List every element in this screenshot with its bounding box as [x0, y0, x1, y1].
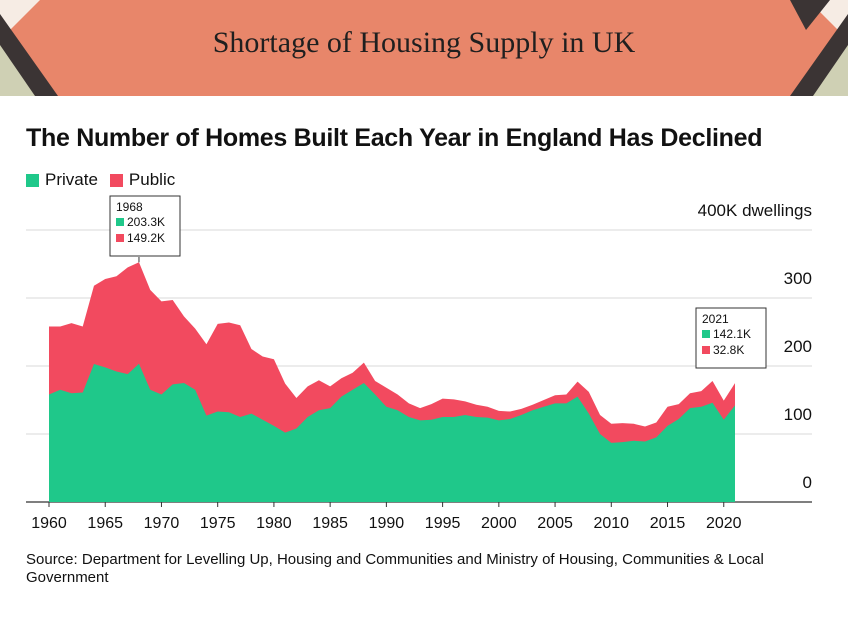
x-tick-label: 1975 [200, 515, 236, 532]
annotation-year: 1968 [116, 200, 143, 214]
annotation-swatch [702, 330, 710, 338]
legend-label-private: Private [45, 170, 98, 189]
x-tick-label: 1985 [312, 515, 348, 532]
annotation-value: 149.2K [127, 231, 165, 245]
x-tick-label: 1995 [425, 515, 461, 532]
x-tick-label: 1965 [87, 515, 123, 532]
title-banner: Shortage of Housing Supply in UK [0, 0, 848, 96]
y-tick-label: 200 [784, 337, 812, 356]
x-tick-label: 1970 [144, 515, 180, 532]
x-tick-label: 2020 [706, 515, 742, 532]
area-chart: 0 100 200 300 400K dwellings 1960 1965 1970 1975… [26, 195, 812, 532]
annotation-value: 203.3K [127, 215, 165, 229]
source-note: Source: Department for Levelling Up, Hou… [26, 551, 764, 586]
legend-item-public: Public [109, 170, 176, 190]
y-tick-label: 100 [784, 405, 812, 424]
x-tick-label: 1980 [256, 515, 292, 532]
x-tick-label: 2015 [650, 515, 686, 532]
y-tick-label: 400K dwellings [698, 201, 812, 220]
x-tick-label: 2000 [481, 515, 517, 532]
annotation-swatch [702, 346, 710, 354]
legend-label-public: Public [128, 170, 176, 189]
x-tick-label: 2005 [537, 515, 573, 532]
y-tick-label: 300 [784, 269, 812, 288]
annotation-value: 32.8K [713, 343, 744, 357]
annotation-swatch [116, 234, 124, 242]
x-tick-label: 1960 [31, 515, 67, 532]
legend-swatch-private [26, 173, 39, 187]
x-tick-label: 2010 [593, 515, 629, 532]
y-tick-label: 0 [803, 473, 812, 492]
annotation-value: 142.1K [713, 327, 751, 341]
x-tick-label: 1990 [369, 515, 405, 532]
annotation-swatch [116, 218, 124, 226]
legend-item-private: Private [26, 170, 98, 190]
series-area-private [49, 363, 735, 502]
banner-decoration [0, 0, 848, 96]
banner-title: Shortage of Housing Supply in UK [212, 26, 636, 59]
legend-swatch-public [109, 173, 123, 187]
chart-title: The Number of Homes Built Each Year in E… [26, 124, 763, 152]
legend: Private Public [26, 170, 187, 190]
annotation-year: 2021 [702, 312, 729, 326]
